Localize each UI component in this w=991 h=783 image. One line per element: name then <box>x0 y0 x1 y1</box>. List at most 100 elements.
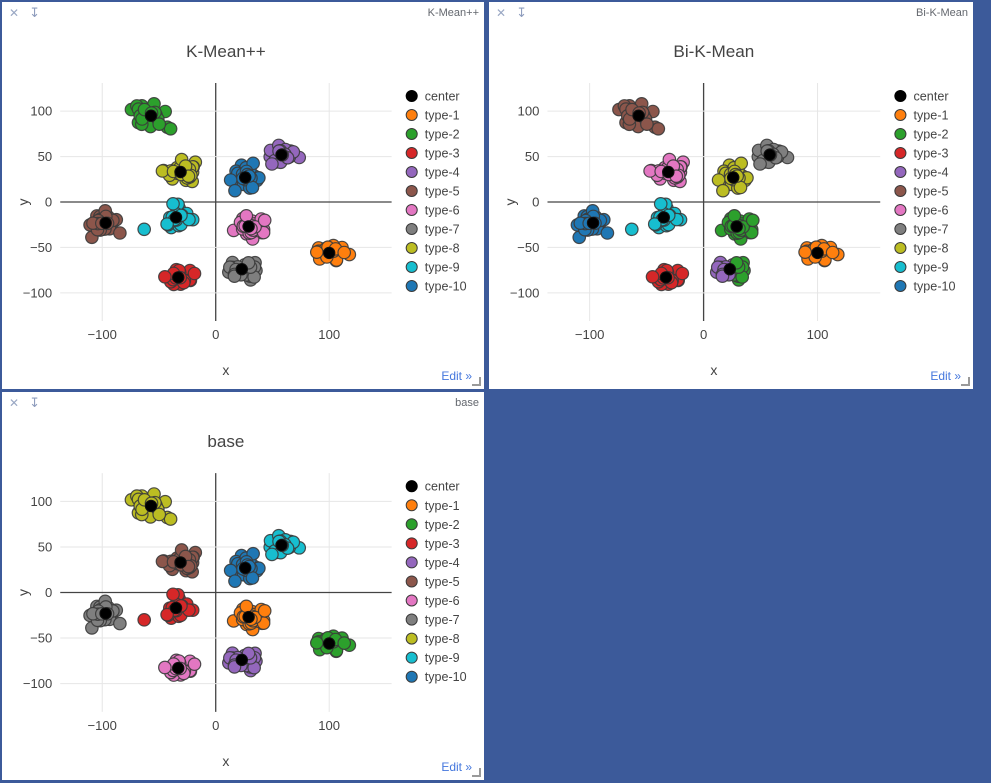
scatter-chart-bi-k-mean[interactable]: −100 0 100 x −100 −50 0 50 100 y Bi-K-Mean center ty… <box>489 23 973 389</box>
svg-text:−100: −100 <box>575 327 605 342</box>
svg-text:100: 100 <box>30 104 52 119</box>
svg-text:type-4: type-4 <box>914 166 949 180</box>
legend-item-type-2[interactable]: type-2 <box>894 128 949 142</box>
svg-text:−100: −100 <box>23 285 52 300</box>
legend-item-type-2[interactable]: type-2 <box>405 518 460 532</box>
svg-text:type-9: type-9 <box>425 261 460 275</box>
svg-text:x: x <box>222 362 229 378</box>
svg-text:−50: −50 <box>30 240 52 255</box>
chart-window-base: ✕ ↧ base −100 0 100 x −100 −50 0 50 100 y base cent… <box>2 392 484 780</box>
legend-item-type-4[interactable]: type-4 <box>894 166 949 180</box>
legend-item-type-8[interactable]: type-8 <box>405 242 460 256</box>
legend-item-type-3[interactable]: type-3 <box>894 147 949 161</box>
legend-item-center[interactable]: center <box>405 480 460 494</box>
legend: center type-1 type-2 type-3 type-4 type-5 type… <box>405 90 467 294</box>
legend-item-type-9[interactable]: type-9 <box>405 651 460 665</box>
popout-icon[interactable]: ↧ <box>29 395 40 410</box>
y-axis: −100 −50 0 50 100 y <box>502 104 539 301</box>
svg-text:−50: −50 <box>30 631 52 646</box>
legend-item-type-9[interactable]: type-9 <box>405 261 460 275</box>
popout-icon[interactable]: ↧ <box>516 5 527 20</box>
svg-text:center: center <box>425 480 460 494</box>
legend-item-type-9[interactable]: type-9 <box>894 261 949 275</box>
legend-item-type-7[interactable]: type-7 <box>894 223 949 237</box>
y-axis: −100 −50 0 50 100 y <box>15 494 52 691</box>
x-axis: −100 0 100 x <box>575 327 829 378</box>
legend-item-type-6[interactable]: type-6 <box>894 204 949 218</box>
scatter-chart-k-mean-pp[interactable]: −100 0 100 x −100 −50 0 50 100 y K-Mean++ center typ… <box>2 23 484 389</box>
window-name: K-Mean++ <box>427 6 479 19</box>
legend-item-type-1[interactable]: type-1 <box>405 109 460 123</box>
svg-text:type-7: type-7 <box>914 223 949 237</box>
svg-text:type-8: type-8 <box>425 632 460 646</box>
scatter-chart-base[interactable]: −100 0 100 x −100 −50 0 50 100 y base center type-1 t… <box>2 413 484 780</box>
legend-item-type-6[interactable]: type-6 <box>405 204 460 218</box>
gridlines <box>60 83 392 321</box>
legend-item-type-1[interactable]: type-1 <box>894 109 949 123</box>
resize-handle-icon[interactable] <box>472 768 481 777</box>
legend-item-type-3[interactable]: type-3 <box>405 147 460 161</box>
x-axis: −100 0 100 x <box>88 327 341 378</box>
edit-link[interactable]: Edit » <box>930 369 961 383</box>
svg-text:type-7: type-7 <box>425 223 460 237</box>
legend-item-type-4[interactable]: type-4 <box>405 166 460 180</box>
svg-text:0: 0 <box>45 195 52 210</box>
svg-text:50: 50 <box>38 539 53 554</box>
svg-text:type-6: type-6 <box>425 204 460 218</box>
svg-text:−100: −100 <box>510 285 540 300</box>
legend-item-center[interactable]: center <box>894 90 949 104</box>
window-name: base <box>455 396 479 409</box>
legend-item-type-5[interactable]: type-5 <box>405 185 460 199</box>
legend-item-type-8[interactable]: type-8 <box>405 632 460 646</box>
legend-item-type-8[interactable]: type-8 <box>894 242 949 256</box>
legend-item-center[interactable]: center <box>405 90 460 104</box>
legend-item-type-5[interactable]: type-5 <box>405 575 460 589</box>
legend-item-type-2[interactable]: type-2 <box>405 128 460 142</box>
edit-link[interactable]: Edit » <box>441 760 472 774</box>
close-icon[interactable]: ✕ <box>9 5 20 20</box>
legend-item-type-5[interactable]: type-5 <box>894 185 949 199</box>
resize-handle-icon[interactable] <box>961 377 970 386</box>
y-axis: −100 −50 0 50 100 y <box>15 104 52 301</box>
svg-text:type-8: type-8 <box>425 242 460 256</box>
svg-text:0: 0 <box>212 327 219 342</box>
gridlines <box>547 83 881 321</box>
svg-text:type-2: type-2 <box>425 128 460 142</box>
plot-area[interactable] <box>547 83 880 321</box>
window-titlebar: ✕ ↧ Bi-K-Mean <box>489 2 973 23</box>
svg-text:type-4: type-4 <box>425 556 460 570</box>
svg-text:type-1: type-1 <box>914 109 949 123</box>
cluster-centers <box>99 109 336 284</box>
svg-text:type-3: type-3 <box>425 537 460 551</box>
svg-text:type-9: type-9 <box>425 651 460 665</box>
svg-text:100: 100 <box>30 494 52 509</box>
svg-text:type-1: type-1 <box>425 499 460 513</box>
plot-area[interactable] <box>60 473 391 712</box>
plot-area[interactable] <box>60 83 391 321</box>
legend-item-type-6[interactable]: type-6 <box>405 594 460 608</box>
svg-text:type-1: type-1 <box>425 109 460 123</box>
legend-item-type-10[interactable]: type-10 <box>405 670 467 684</box>
svg-text:100: 100 <box>318 718 340 733</box>
svg-text:−100: −100 <box>88 718 117 733</box>
close-icon[interactable]: ✕ <box>496 5 507 20</box>
close-icon[interactable]: ✕ <box>9 395 20 410</box>
svg-text:type-10: type-10 <box>914 280 956 294</box>
popout-icon[interactable]: ↧ <box>29 5 40 20</box>
legend: center type-1 type-2 type-3 type-4 type-5 type… <box>405 480 467 684</box>
chart-window-bi-k-mean: ✕ ↧ Bi-K-Mean −100 0 100 x −100 −50 0 50 100 y Bi-… <box>489 2 973 389</box>
chart-title: base <box>207 432 244 451</box>
resize-handle-icon[interactable] <box>472 377 481 386</box>
legend-item-type-10[interactable]: type-10 <box>894 280 956 294</box>
legend-item-type-7[interactable]: type-7 <box>405 613 460 627</box>
legend-item-type-7[interactable]: type-7 <box>405 223 460 237</box>
legend-item-type-4[interactable]: type-4 <box>405 556 460 570</box>
legend-item-type-3[interactable]: type-3 <box>405 537 460 551</box>
legend-item-type-10[interactable]: type-10 <box>405 280 467 294</box>
cluster-centers <box>586 109 824 284</box>
edit-link[interactable]: Edit » <box>441 369 472 383</box>
legend-item-type-1[interactable]: type-1 <box>405 499 460 513</box>
svg-text:100: 100 <box>318 327 340 342</box>
cluster-type-5 <box>155 543 203 579</box>
